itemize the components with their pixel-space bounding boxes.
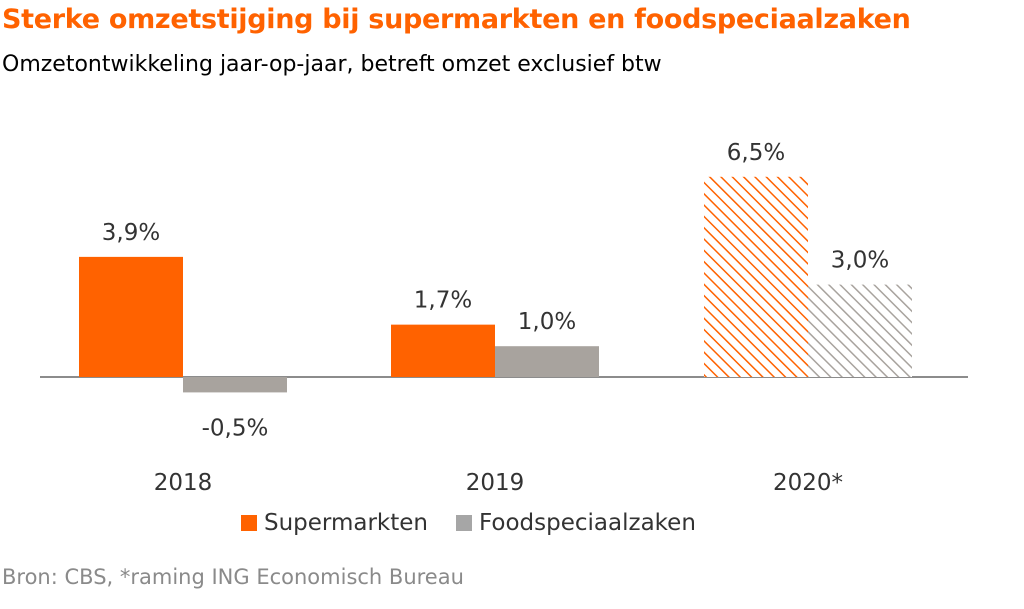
chart-title: Sterke omzetstijging bij supermarkten en… [2,4,911,35]
data-label-supermarkten-2020: 6,5% [727,140,785,166]
legend-item-foodspeciaalzaken: Foodspeciaalzaken [456,510,696,536]
data-label-supermarkten-2018: 3,9% [102,220,160,246]
data-label-foodspeciaalzaken-2019: 1,0% [518,309,576,335]
legend-label-foodspeciaalzaken: Foodspeciaalzaken [479,510,696,536]
bar-foodspeciaalzaken-2020 [808,284,912,377]
legend-item-supermarkten: Supermarkten [241,510,428,536]
bar-supermarkten-2020 [704,176,808,377]
chart-subtitle: Omzetontwikkeling jaar-op-jaar, betreft … [2,52,662,77]
legend-label-supermarkten: Supermarkten [264,510,428,536]
data-label-foodspeciaalzaken-2020: 3,0% [831,248,889,274]
bar-foodspeciaalzaken-2019 [495,346,599,377]
source-note: Bron: CBS, *raming ING Economisch Bureau [2,565,464,589]
bar-supermarkten-2018 [79,256,183,377]
x-tick-label-2020: 2020* [773,470,843,496]
bar-chart: 3,9% -0,5% 1,7% 1,0% 6,5% 3,0% 2018 2019 2020* [40,140,968,496]
data-label-supermarkten-2019: 1,7% [414,288,472,314]
legend: Supermarkten Foodspeciaalzaken [241,510,724,536]
legend-swatch-foodspeciaalzaken [456,515,472,531]
data-label-foodspeciaalzaken-2018: -0,5% [202,415,269,441]
x-tick-label-2019: 2019 [466,470,525,496]
bar-supermarkten-2019 [391,324,495,377]
x-tick-label-2018: 2018 [154,470,213,496]
bar-foodspeciaalzaken-2018 [183,377,287,393]
legend-swatch-supermarkten [241,515,257,531]
